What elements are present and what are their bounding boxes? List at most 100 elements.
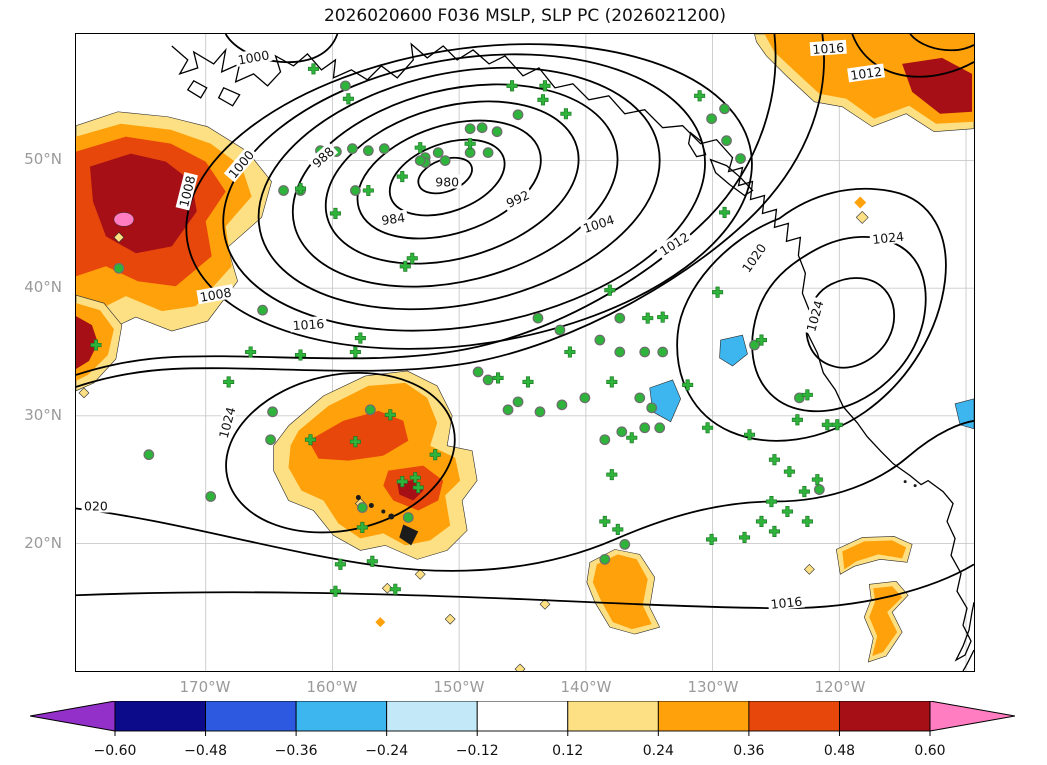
obs-marker-circle (439, 155, 451, 166)
obs-marker-plus (349, 436, 361, 448)
obs-marker-circle (634, 392, 646, 404)
obs-marker-plus (90, 339, 102, 351)
obs-marker-plus (412, 482, 424, 494)
obs-marker-circle (482, 374, 494, 386)
obs-marker-plus (821, 419, 833, 431)
contour-label: 980 (432, 175, 462, 190)
colorbar-segment (748, 700, 840, 732)
lon-tick-170W: 170°W (179, 678, 231, 696)
obs-marker-plus (765, 495, 777, 508)
obs-marker-plus (560, 108, 572, 120)
obs-marker-circle (813, 484, 825, 495)
lon-tick-130W: 130°W (687, 678, 739, 696)
obs-marker-plus (396, 476, 408, 488)
obs-marker-plus (564, 346, 576, 358)
obs-marker-circle (402, 512, 414, 523)
obs-marker-plus (399, 260, 411, 272)
colorbar-segment (205, 700, 297, 732)
obs-marker-plus (307, 63, 320, 75)
colorbar-tick-label: −0.24 (365, 743, 409, 759)
colorbar-tick-label: −0.36 (274, 743, 318, 759)
svg-text:1024: 1024 (872, 229, 905, 247)
lat-tick-40N: 40°N (24, 278, 62, 296)
obs-marker-plus (743, 429, 756, 441)
obs-marker-plus (492, 372, 504, 384)
contour-label: 1020 (737, 238, 770, 277)
obs-marker-plus (783, 466, 795, 478)
obs-marker-circle (267, 406, 278, 418)
colorbar-tick-label: 0.36 (733, 743, 765, 759)
obs-marker-circle (476, 122, 488, 134)
lon-tick-160W: 160°W (306, 678, 358, 696)
obs-marker-circle (512, 109, 524, 121)
obs-marker-circle (749, 339, 760, 351)
obs-marker-plus (464, 138, 476, 150)
colorbar-tick-label: −0.48 (184, 743, 227, 759)
lon-tick-140W: 140°W (560, 678, 612, 696)
obs-marker-circle (472, 366, 484, 378)
obs-marker-circle (654, 422, 666, 434)
obs-marker-circle (639, 422, 651, 434)
contour-label: 1008 (175, 171, 198, 211)
obs-marker-plus (429, 449, 441, 461)
obs-marker-plus (606, 376, 618, 388)
obs-marker-plus (245, 346, 257, 358)
obs-marker-plus (768, 525, 780, 537)
obs-marker-circle (735, 153, 746, 164)
lon-tick-150W: 150°W (433, 678, 485, 696)
svg-text:980: 980 (435, 175, 459, 190)
contour-label: 1024 (215, 403, 239, 442)
obs-marker-circle (364, 404, 376, 416)
obs-marker-plus (396, 171, 408, 183)
obs-marker-plus (522, 376, 534, 388)
colorbar-segment (386, 700, 478, 732)
svg-text:984: 984 (380, 210, 406, 228)
obs-marker-circle (579, 392, 591, 404)
lon-tick-120W: 120°W (814, 678, 866, 696)
svg-text:1016: 1016 (292, 316, 325, 333)
obs-marker-circle (646, 402, 658, 414)
svg-text:020: 020 (84, 499, 108, 514)
obs-marker-circle (491, 126, 503, 138)
contour-labels: 9809849889921000100010041008100810121012… (81, 39, 907, 612)
obs-marker-plus (801, 515, 813, 528)
obs-marker-plus (406, 252, 418, 264)
obs-marker-circle (657, 346, 669, 358)
colorbar (29, 700, 1016, 737)
colorbar-tick-label: −0.12 (455, 743, 499, 759)
contour-label: 1004 (579, 211, 618, 236)
obs-marker-circle (502, 404, 514, 416)
obs-marker-plus (768, 454, 780, 466)
obs-marker-plus (334, 558, 346, 570)
coastlines (171, 42, 974, 671)
obs-marker-plus (356, 521, 368, 533)
obs-marker-plus (801, 389, 813, 401)
obs-marker-circle (619, 539, 631, 550)
obs-marker-plus (612, 523, 624, 535)
map-plot-area: 980 984 988 992 1000 1000 1004 1008 1008 1012 1012… (75, 33, 975, 672)
contour-label: 984 (377, 209, 409, 228)
colorbar-tick-label: 0.24 (642, 743, 674, 759)
obs-marker-plus (712, 286, 724, 298)
obs-marker-circle (464, 123, 476, 135)
obs-marker-plus (362, 184, 374, 197)
svg-text:1008: 1008 (199, 285, 233, 305)
obs-marker-circle (719, 103, 730, 115)
colorbar-tick-label: −0.60 (93, 743, 137, 759)
obs-marker-plus (626, 432, 638, 444)
obs-marker-plus (366, 555, 378, 567)
obs-marker-plus (349, 346, 361, 358)
obs-marker-plus (389, 583, 401, 595)
chart-title: 2026020600 F036 MSLP, SLP PC (2026021200… (323, 6, 727, 26)
obs-marker-circle (143, 449, 155, 461)
obs-marker-plus (642, 312, 654, 324)
lat-tick-20N: 20°N (24, 534, 62, 552)
obs-marker-plus (304, 434, 317, 446)
obs-marker-plus (506, 80, 518, 92)
obs-marker-plus (719, 206, 731, 218)
obs-marker-plus (798, 486, 810, 498)
obs-marker-circle (639, 346, 651, 358)
pressure-contours (76, 34, 974, 610)
obs-marker-circle (414, 155, 426, 166)
obs-marker-circle (346, 143, 358, 155)
